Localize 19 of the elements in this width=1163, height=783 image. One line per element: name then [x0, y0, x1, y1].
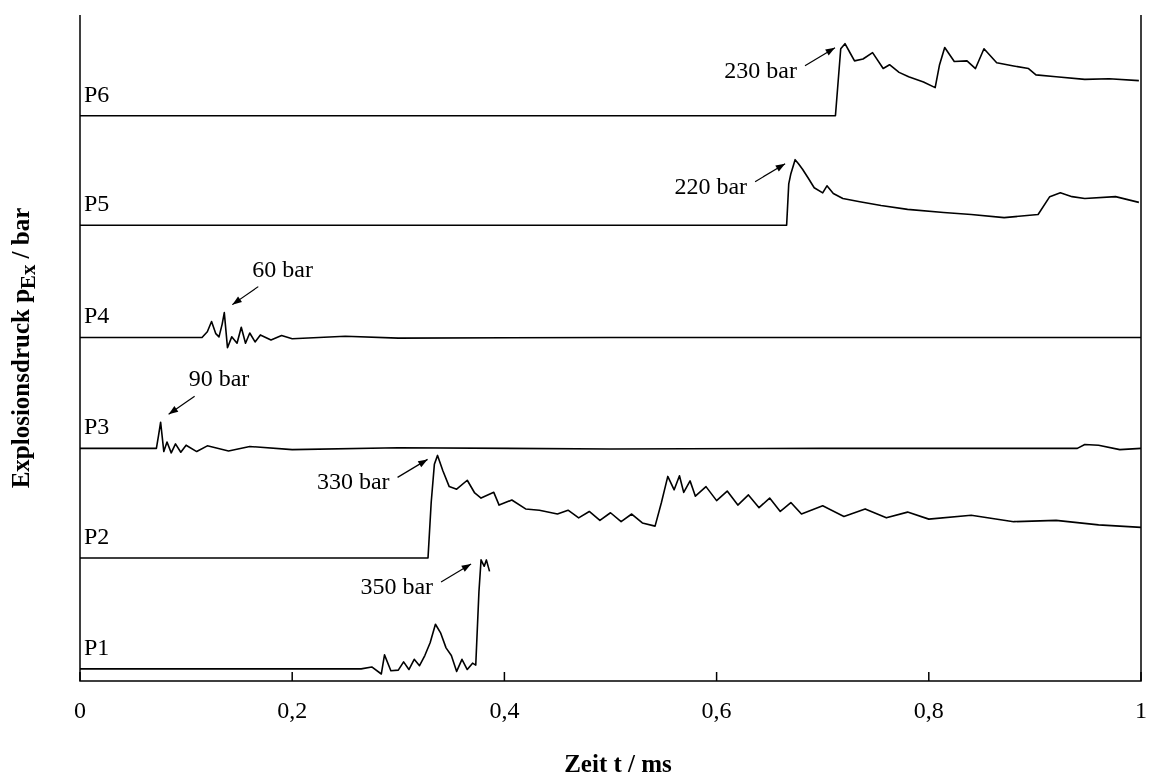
- x-axis-title: Zeit t / ms: [564, 750, 672, 778]
- annotation: 90 bar: [188, 365, 250, 392]
- x-tick-label: 0,2: [277, 696, 308, 723]
- annotation: 220 bar: [674, 172, 748, 199]
- annotation: 230 bar: [724, 56, 797, 83]
- series-label: P1: [84, 633, 110, 660]
- series-label: P5: [84, 190, 110, 217]
- x-tick-label: 0: [74, 696, 86, 723]
- annotation: 60 bar: [252, 255, 313, 282]
- series-label: P6: [84, 80, 110, 107]
- x-tick-label: 1: [1135, 696, 1147, 723]
- annotation: 330 bar: [316, 468, 390, 495]
- series-label: P3: [84, 413, 110, 440]
- x-tick-label: 0,4: [489, 696, 520, 723]
- x-tick-label: 0,8: [913, 696, 944, 723]
- series-label: P2: [84, 523, 110, 549]
- series-label: P4: [84, 302, 110, 329]
- x-tick-label: 0,6: [701, 696, 732, 723]
- annotation: 350 bar: [360, 572, 434, 599]
